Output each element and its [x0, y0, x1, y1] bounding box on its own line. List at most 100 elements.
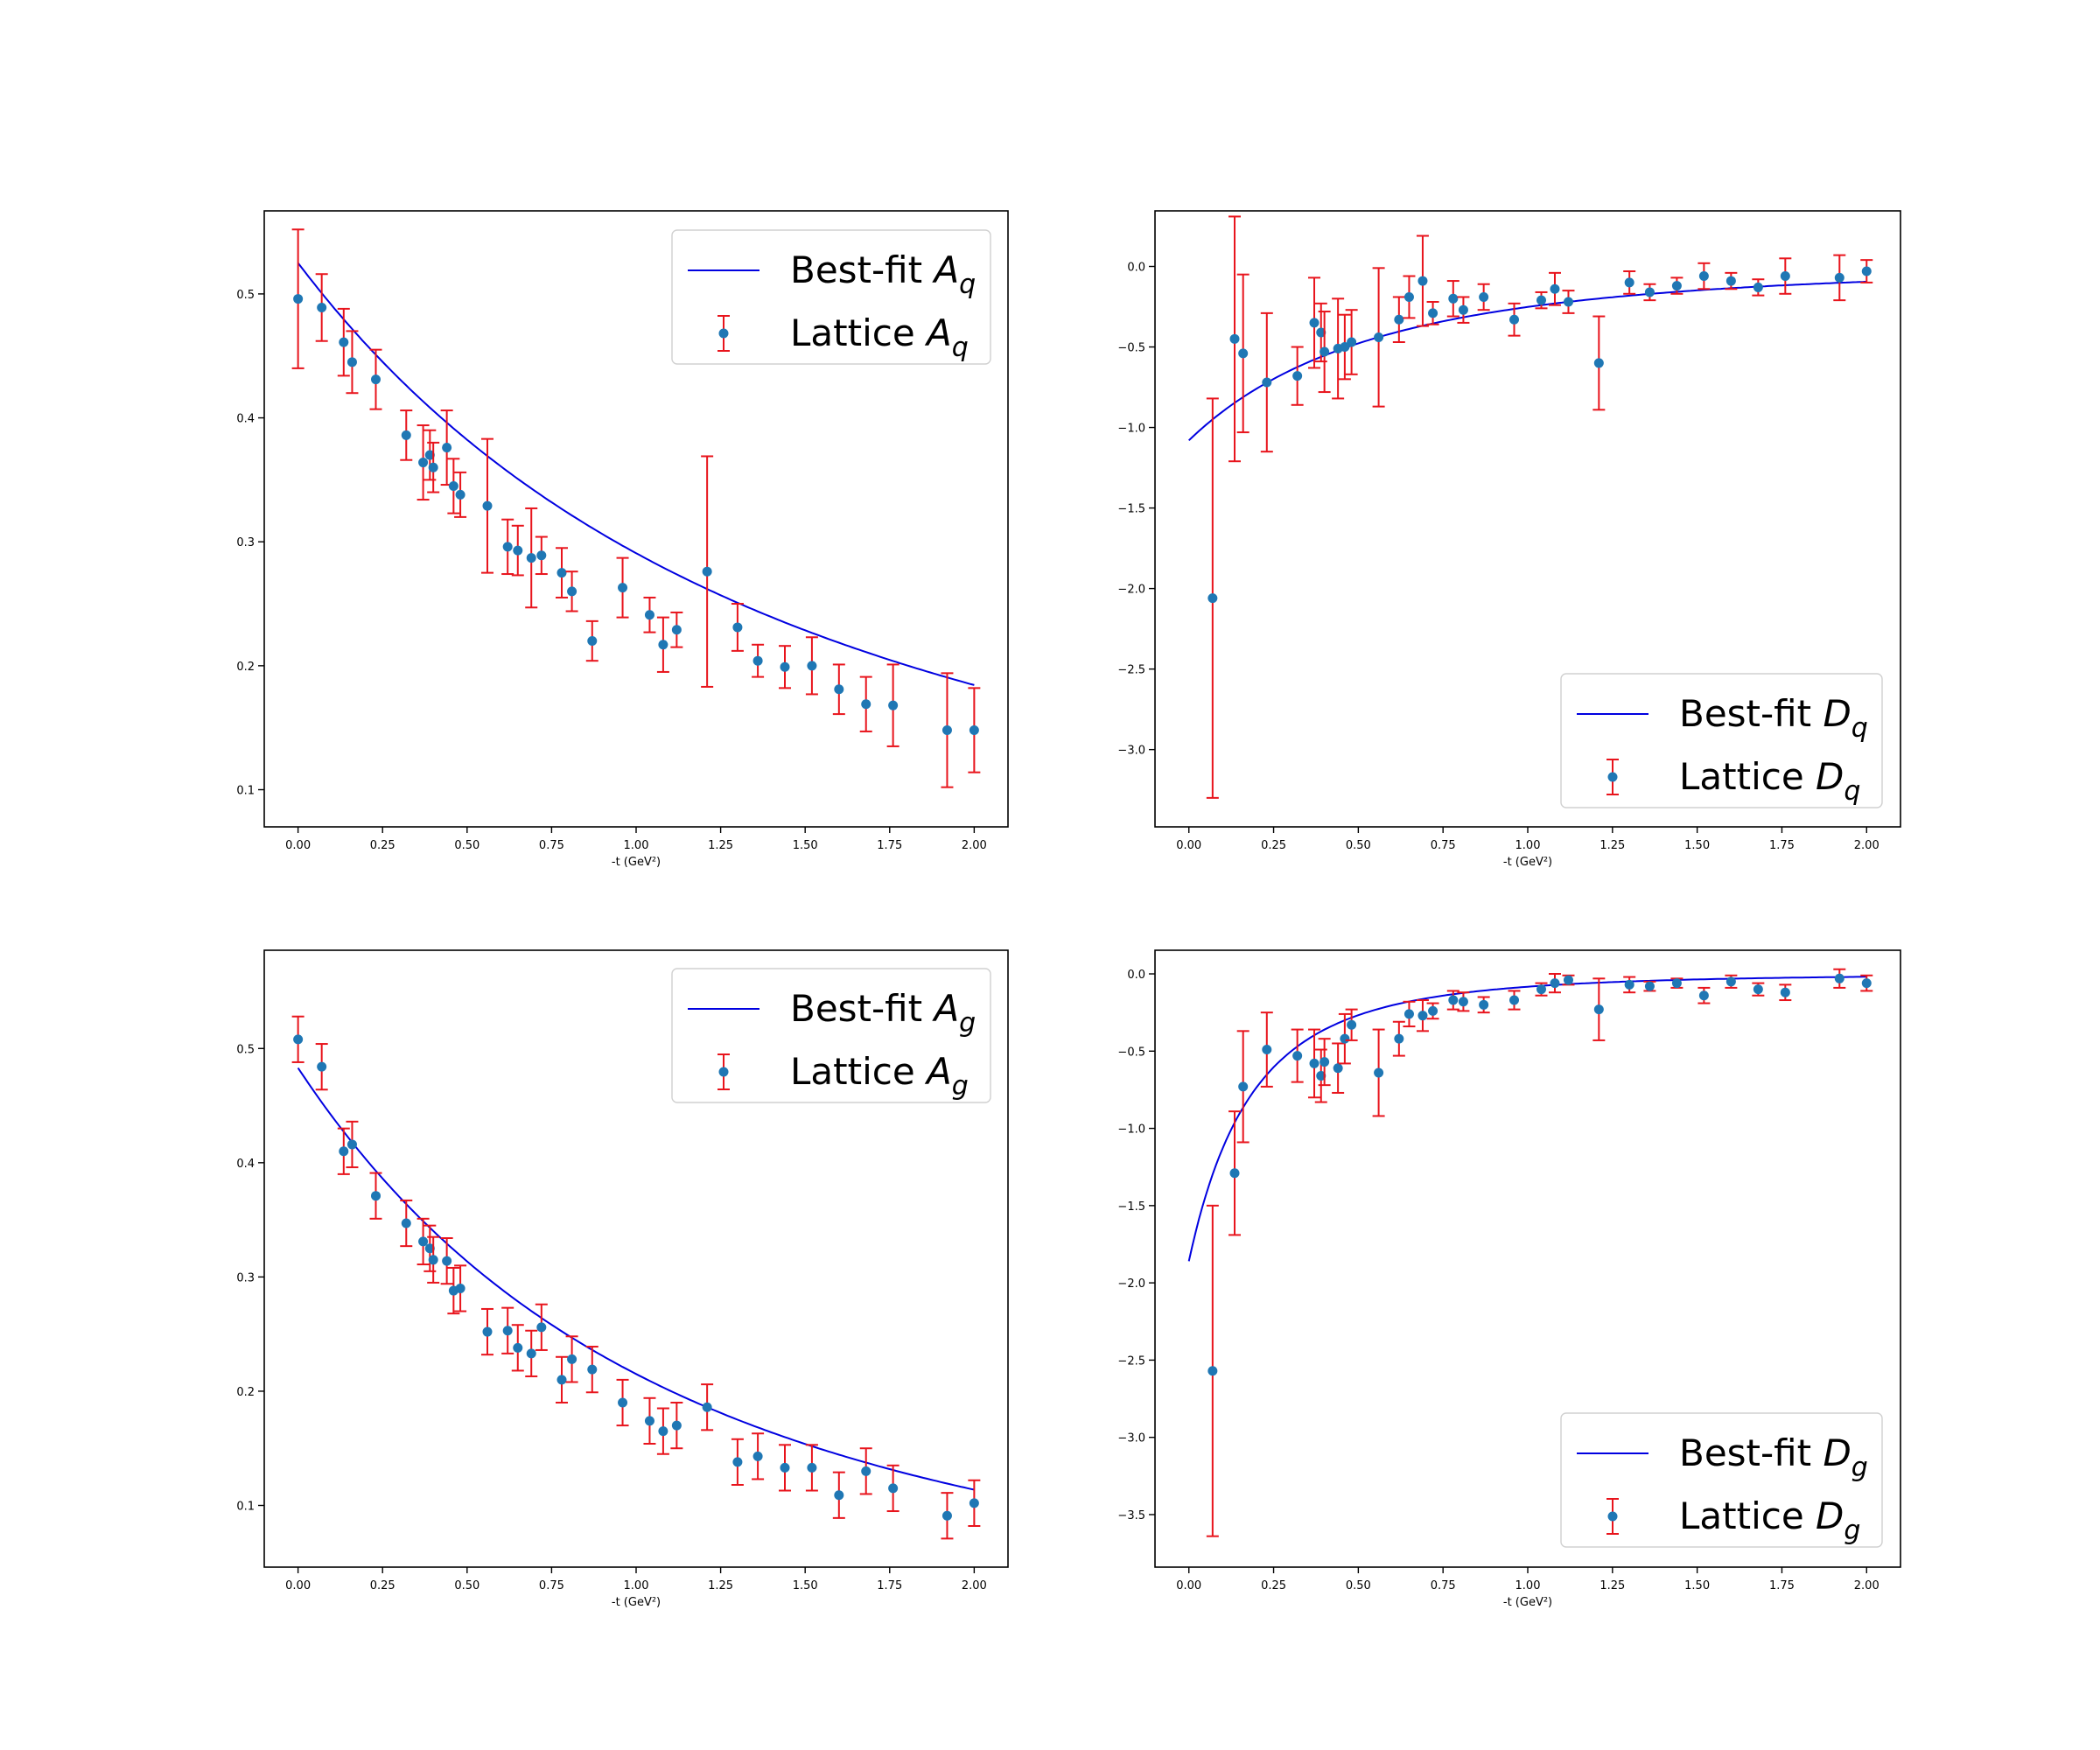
data-point — [834, 1490, 844, 1501]
data-point — [1671, 281, 1682, 291]
x-tick-label: 2.00 — [962, 839, 987, 852]
data-point — [1509, 995, 1520, 1005]
data-point — [671, 1420, 682, 1431]
y-tick-label: −0.5 — [1117, 1046, 1145, 1059]
data-point — [346, 357, 357, 368]
data-point — [513, 545, 523, 556]
best-fit-curve — [1188, 280, 1867, 442]
data-point — [1726, 276, 1736, 286]
data-point — [1698, 990, 1709, 1001]
data-point — [861, 699, 872, 710]
data-point — [1458, 997, 1468, 1007]
data-point — [536, 550, 547, 561]
x-axis-label: -t (GeV²) — [612, 856, 661, 869]
data-point — [1347, 1019, 1357, 1030]
best-fit-curve — [1187, 976, 1867, 1262]
y-tick-label: 0.3 — [236, 1271, 255, 1284]
data-point — [1394, 1033, 1404, 1044]
data-point — [1292, 1051, 1303, 1061]
y-tick-label: −0.5 — [1117, 342, 1145, 355]
data-point — [618, 1397, 628, 1408]
data-point — [1509, 314, 1520, 325]
data-point — [401, 430, 411, 440]
x-tick-label: 2.00 — [1854, 839, 1880, 852]
data-point — [1340, 1033, 1350, 1044]
legend-point-swatch — [1607, 1511, 1618, 1522]
data-point — [888, 700, 899, 710]
x-tick-label: 0.75 — [539, 1579, 564, 1592]
y-tick-label: 0.1 — [236, 1501, 255, 1514]
data-point — [1418, 1011, 1428, 1021]
data-point — [732, 622, 743, 633]
y-tick-label: −2.0 — [1117, 1278, 1145, 1291]
x-tick-label: 1.50 — [793, 839, 818, 852]
data-point — [455, 489, 466, 500]
legend-box — [1560, 1412, 1883, 1548]
data-point — [942, 1510, 952, 1521]
data-point — [1238, 1082, 1249, 1092]
data-point — [658, 1426, 668, 1437]
data-point — [807, 1462, 817, 1473]
legend-entry-label: Best-fit Aq — [790, 248, 976, 300]
data-point — [371, 1191, 381, 1201]
data-point — [1448, 995, 1459, 1005]
data-point — [702, 566, 712, 577]
x-tick-label: 1.25 — [1600, 839, 1625, 852]
data-point — [1780, 271, 1790, 282]
y-tick-label: 0.2 — [236, 661, 255, 674]
x-tick-label: 1.25 — [1600, 1579, 1625, 1592]
x-tick-label: 1.50 — [793, 1579, 818, 1592]
x-tick-label: 0.00 — [285, 839, 311, 852]
y-tick-label: 0.4 — [236, 413, 255, 426]
data-point — [1428, 1005, 1438, 1016]
y-tick-label: 0.1 — [236, 785, 255, 798]
data-point — [1753, 984, 1763, 995]
y-tick-label: −1.0 — [1117, 1124, 1145, 1137]
data-point — [502, 542, 513, 552]
legend-entry-label: Best-fit Dg — [1679, 1432, 1868, 1483]
data-point — [1208, 1366, 1218, 1376]
chart-panel-2: 0.00 0.25 0.50 0.75 1.00 1.25 1.50 1.75 2.00 0.0 −… — [1117, 210, 1901, 869]
data-point — [1753, 282, 1763, 292]
x-tick-label: 1.00 — [1516, 1579, 1541, 1592]
x-axis-label: -t (GeV²) — [1503, 856, 1552, 869]
data-point — [1394, 314, 1404, 325]
data-point — [1550, 978, 1560, 989]
x-tick-label: 1.00 — [1516, 839, 1541, 852]
x-tick-label: 0.00 — [285, 1579, 311, 1592]
data-point — [752, 1451, 763, 1461]
y-tick-label: 0.0 — [1127, 261, 1145, 274]
chart-panel-3: 0.00 0.25 0.50 0.75 1.00 1.25 1.50 1.75 2.00 0.1 0… — [236, 949, 1009, 1609]
legend-entry-label: Best-fit Ag — [790, 987, 976, 1039]
best-fit-curve — [297, 1067, 975, 1491]
data-point — [1262, 377, 1272, 388]
y-tick-label: 0.2 — [236, 1386, 255, 1399]
data-point — [1479, 999, 1489, 1010]
y-tick-label: −1.5 — [1117, 503, 1145, 516]
data-point — [428, 1255, 438, 1265]
data-point — [428, 462, 438, 472]
x-tick-label: 0.25 — [1261, 839, 1286, 852]
data-point — [807, 661, 817, 671]
data-point — [317, 302, 327, 312]
data-point — [658, 640, 668, 650]
x-tick-label: 1.75 — [1769, 1579, 1795, 1592]
chart-panel-1: 0.00 0.25 0.50 0.75 1.00 1.25 1.50 1.75 2.00 0.1 0… — [236, 210, 1009, 869]
data-point — [442, 1256, 452, 1266]
data-point — [567, 586, 578, 597]
y-tick-label: 0.4 — [236, 1158, 255, 1171]
data-point — [1671, 978, 1682, 989]
x-tick-label: 0.25 — [1261, 1579, 1286, 1592]
legend-point-swatch — [718, 328, 729, 339]
data-point — [556, 568, 567, 578]
data-point — [1418, 276, 1428, 286]
x-tick-label: 1.75 — [877, 1579, 902, 1592]
x-tick-label: 1.25 — [708, 1579, 733, 1592]
data-point — [1208, 593, 1218, 604]
data-point — [942, 725, 952, 736]
data-point — [732, 1457, 743, 1467]
x-tick-label: 0.50 — [1346, 839, 1371, 852]
data-point — [969, 1498, 979, 1508]
data-point — [418, 1236, 429, 1247]
